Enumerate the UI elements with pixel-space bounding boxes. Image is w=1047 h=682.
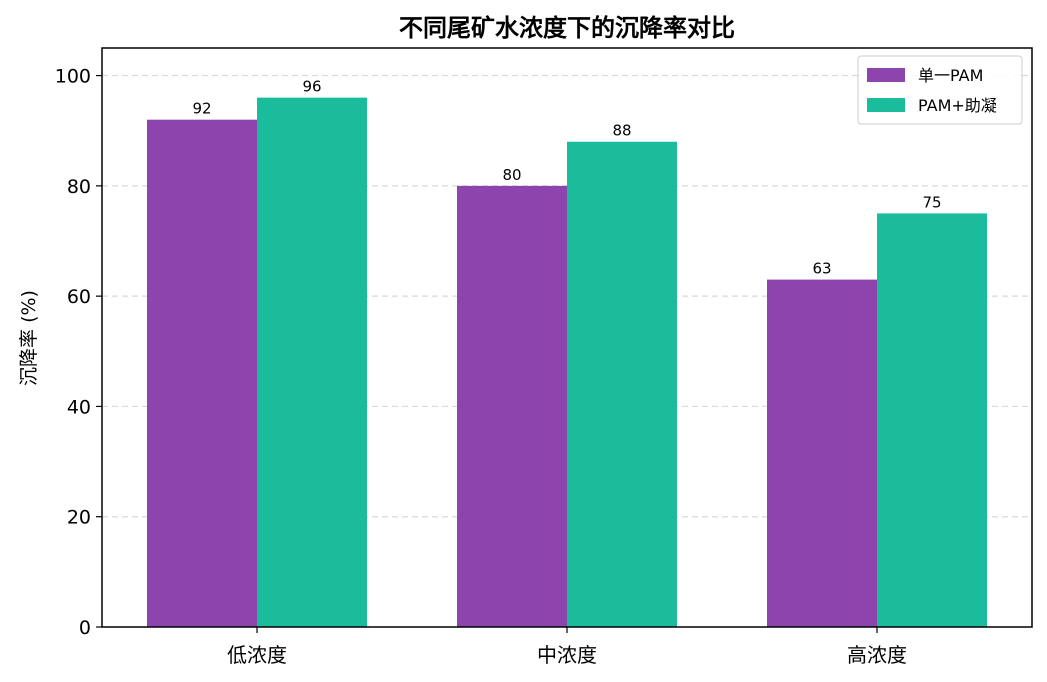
x-tick-label: 低浓度 [227, 643, 287, 667]
bar-series-1-3 [767, 279, 877, 627]
legend-label: 单一PAM [918, 66, 983, 85]
bar-series-2-2 [567, 141, 677, 627]
legend-swatch [867, 98, 905, 112]
x-tick-label: 中浓度 [537, 643, 597, 667]
legend-label: PAM+助凝 [918, 96, 997, 115]
data-label: 75 [922, 193, 941, 211]
data-label: 63 [812, 260, 831, 278]
chart-title: 不同尾矿水浓度下的沉降率对比 [399, 14, 735, 42]
y-tick-label: 20 [67, 507, 91, 529]
legend: 单一PAM PAM+助凝 [857, 55, 1023, 125]
x-tick-label: 高浓度 [847, 643, 907, 667]
y-tick-label: 100 [55, 66, 91, 88]
data-label: 96 [302, 78, 321, 96]
y-axis-label: 沉降率 (%) [18, 290, 40, 386]
bar-series-2-3 [877, 213, 987, 627]
bars [147, 97, 987, 628]
y-tick-label: 40 [67, 396, 91, 418]
legend-swatch [867, 68, 905, 82]
data-label: 80 [502, 166, 521, 184]
bar-series-1-1 [147, 119, 257, 627]
data-label: 88 [612, 122, 631, 140]
data-label: 92 [192, 100, 211, 118]
y-tick-label: 80 [67, 176, 91, 198]
y-tick-label: 60 [67, 286, 91, 308]
y-axis: 0 20 40 60 80 100 [55, 66, 102, 639]
bar-series-1-2 [457, 185, 567, 627]
data-labels: 92 96 80 88 63 75 [192, 78, 941, 278]
bar-series-2-1 [257, 97, 367, 628]
y-tick-label: 0 [79, 617, 91, 639]
x-axis: 低浓度 中浓度 高浓度 [227, 627, 907, 667]
